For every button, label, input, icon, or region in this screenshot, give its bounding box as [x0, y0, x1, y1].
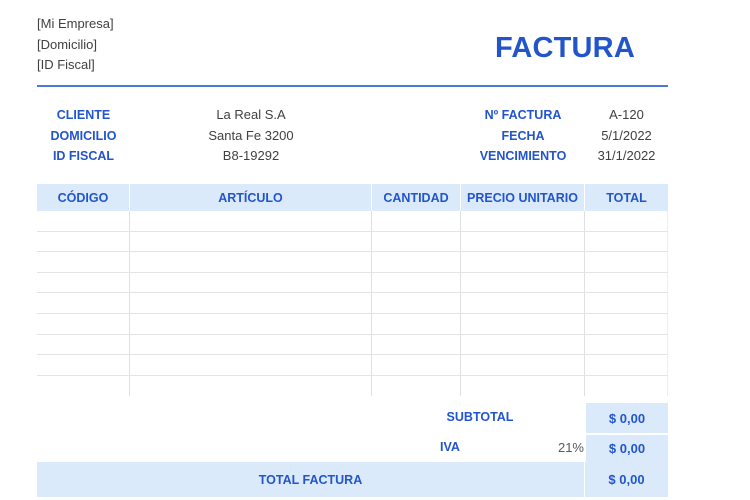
cell-unit-price[interactable]: [461, 293, 585, 313]
cell-item[interactable]: [130, 355, 372, 375]
client-address-label: DOMICILIO: [50, 128, 117, 143]
invoice-total-value: $ 0,00: [608, 472, 645, 487]
column-header-item: ARTÍCULO: [130, 184, 372, 211]
invoice-total-row: TOTAL FACTURA $ 0,00: [37, 462, 668, 497]
table-row: [37, 211, 668, 232]
cell-code[interactable]: [37, 231, 130, 252]
company-address: [Domicilio]: [37, 36, 97, 52]
cell-code[interactable]: [37, 334, 130, 355]
client-address-value[interactable]: Santa Fe 3200: [208, 127, 294, 143]
header-divider: [37, 85, 668, 87]
table-header: CÓDIGO ARTÍCULO CANTIDAD PRECIO UNITARIO…: [37, 184, 668, 211]
cell-quantity[interactable]: [372, 293, 461, 313]
cell-quantity[interactable]: [372, 211, 461, 231]
table-row: [37, 313, 668, 335]
cell-code[interactable]: [37, 375, 130, 397]
cell-total[interactable]: [585, 313, 668, 334]
company-tax-id: [ID Fiscal]: [37, 57, 95, 72]
client-tax-id-label: ID FISCAL: [52, 149, 115, 163]
cell-total[interactable]: [585, 355, 668, 375]
invoice-date-value[interactable]: 5/1/2022: [601, 127, 652, 143]
cell-unit-price[interactable]: [461, 355, 585, 375]
subtotal-label: SUBTOTAL: [446, 410, 514, 424]
invoice-due-label: VENCIMIENTO: [479, 149, 567, 163]
client-label: CLIENTE: [56, 108, 111, 122]
client-name-value[interactable]: La Real S.A: [216, 107, 286, 122]
table-body: [37, 211, 668, 397]
iva-label: IVA: [440, 440, 460, 454]
cell-total[interactable]: [585, 231, 668, 252]
column-header-total: TOTAL: [606, 190, 647, 205]
cell-total[interactable]: [585, 211, 668, 231]
company-name: [Mi Empresa]: [37, 16, 114, 31]
cell-item[interactable]: [130, 252, 372, 272]
table-row: [37, 272, 668, 294]
cell-quantity[interactable]: [372, 252, 461, 272]
cell-quantity[interactable]: [372, 375, 461, 397]
cell-code[interactable]: [37, 313, 130, 334]
cell-code[interactable]: [37, 293, 130, 313]
cell-item[interactable]: [130, 293, 372, 313]
table-row: [37, 334, 668, 356]
cell-item[interactable]: [130, 272, 372, 293]
cell-unit-price[interactable]: [461, 211, 585, 231]
cell-item[interactable]: [130, 231, 372, 252]
cell-quantity[interactable]: [372, 231, 461, 252]
invoice-number-label: Nº FACTURA: [484, 108, 562, 122]
cell-quantity[interactable]: [372, 355, 461, 375]
subtotal-value: $ 0,00: [586, 403, 668, 433]
company-info: [Mi Empresa] [Domicilio] [ID Fiscal]: [37, 14, 114, 76]
table-row: [37, 231, 668, 253]
items-table: CÓDIGO ARTÍCULO CANTIDAD PRECIO UNITARIO…: [37, 184, 668, 397]
cell-unit-price[interactable]: [461, 334, 585, 355]
cell-unit-price[interactable]: [461, 231, 585, 252]
cell-code[interactable]: [37, 211, 130, 231]
iva-value: $ 0,00: [586, 434, 668, 462]
iva-rate[interactable]: 21%: [557, 440, 584, 455]
cell-code[interactable]: [37, 252, 130, 272]
cell-total[interactable]: [585, 293, 668, 313]
cell-unit-price[interactable]: [461, 375, 585, 397]
table-row: [37, 355, 668, 376]
invoice-title: FACTURA: [495, 32, 635, 64]
invoice-total-label: TOTAL FACTURA: [37, 462, 585, 497]
cell-item[interactable]: [130, 375, 372, 397]
cell-total[interactable]: [585, 334, 668, 355]
column-header-code: CÓDIGO: [37, 184, 130, 211]
cell-item[interactable]: [130, 313, 372, 334]
cell-unit-price[interactable]: [461, 272, 585, 293]
column-header-unit-price: PRECIO UNITARIO: [461, 184, 585, 211]
cell-unit-price[interactable]: [461, 252, 585, 272]
cell-unit-price[interactable]: [461, 313, 585, 334]
cell-code[interactable]: [37, 355, 130, 375]
invoice-due-value[interactable]: 31/1/2022: [597, 148, 656, 163]
cell-quantity[interactable]: [372, 272, 461, 293]
cell-total[interactable]: [585, 252, 668, 272]
client-tax-id-value[interactable]: B8-19292: [222, 148, 280, 163]
cell-item[interactable]: [130, 334, 372, 355]
table-row: [37, 252, 668, 273]
cell-quantity[interactable]: [372, 313, 461, 334]
cell-item[interactable]: [130, 211, 372, 231]
invoice-date-label: FECHA: [501, 128, 545, 143]
cell-total[interactable]: [585, 375, 668, 397]
cell-code[interactable]: [37, 272, 130, 293]
cell-total[interactable]: [585, 272, 668, 293]
table-row: [37, 375, 668, 397]
invoice-number-value[interactable]: A-120: [609, 107, 644, 122]
cell-quantity[interactable]: [372, 334, 461, 355]
table-row: [37, 293, 668, 314]
column-header-quantity: CANTIDAD: [372, 184, 461, 211]
